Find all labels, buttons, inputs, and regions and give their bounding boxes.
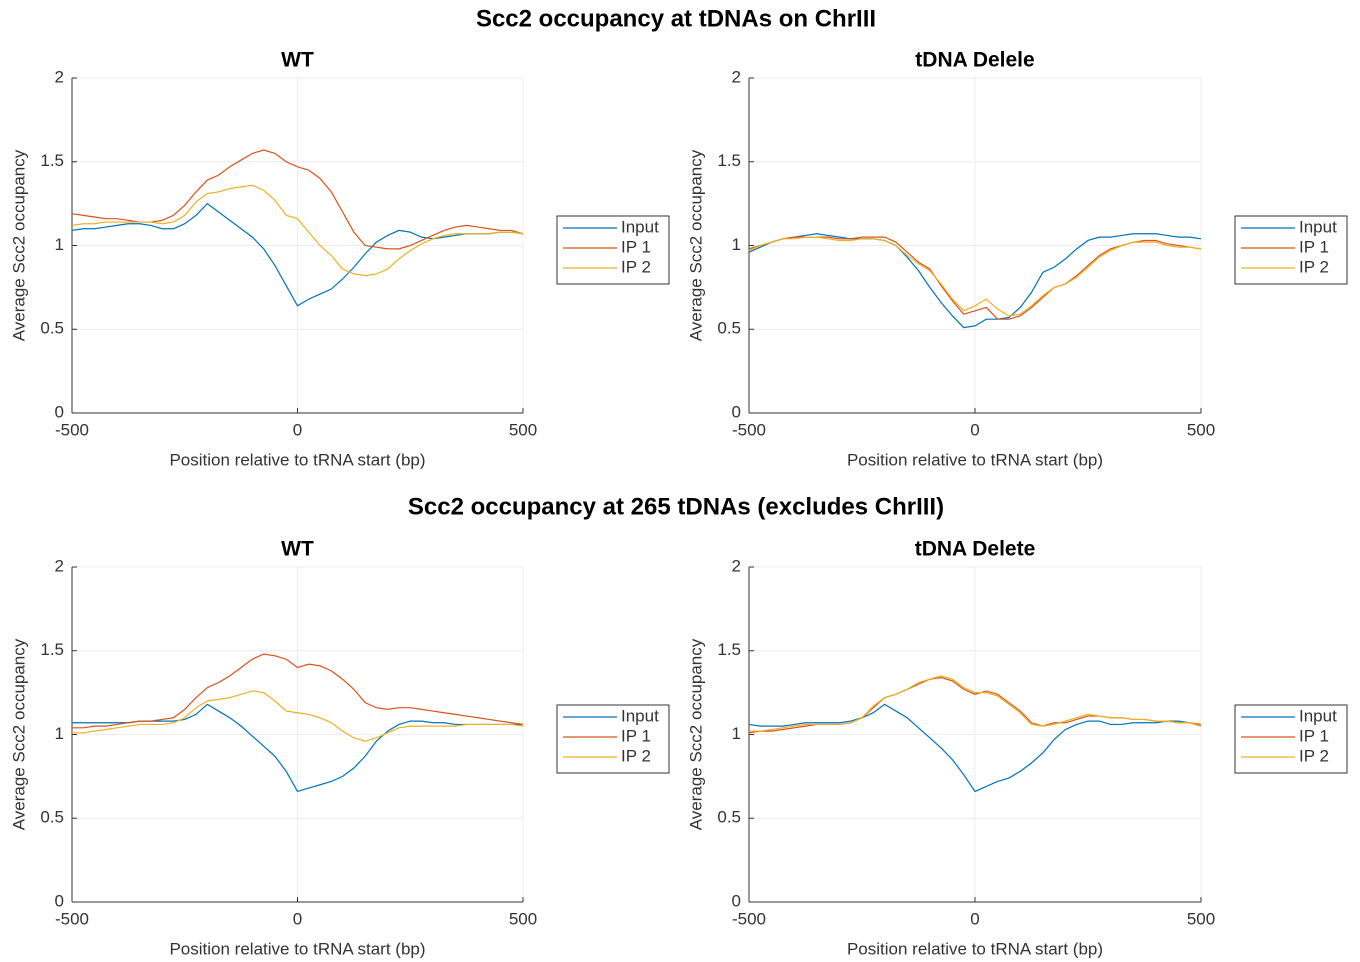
y-tick-label: 0	[55, 891, 64, 910]
x-axis-label: Position relative to tRNA start (bp)	[169, 939, 425, 958]
legend-label: IP 1	[1299, 237, 1329, 256]
x-tick-label: 0	[293, 909, 302, 928]
y-tick-label: 2	[55, 67, 64, 86]
x-tick-label: 500	[509, 909, 537, 928]
y-tick-label: 2	[732, 67, 741, 86]
x-tick-label: -500	[732, 420, 766, 439]
y-axis-label: Average Scc2 occupancy	[9, 638, 28, 830]
subplot: WT Position relative to tRNA start (bp) Av…	[9, 49, 670, 469]
y-tick-label: 0.5	[40, 319, 64, 338]
x-tick-label: 0	[293, 420, 302, 439]
section-title: Scc2 occupancy at tDNAs on ChrIII	[476, 5, 876, 32]
y-tick-label: 0.5	[717, 808, 741, 827]
y-tick-label: 1	[55, 724, 64, 743]
data-line	[749, 675, 1202, 732]
data-line	[748, 233, 1202, 329]
subplot: tDNA Delele Position relative to tRNA sta…	[686, 49, 1348, 469]
subplot: WT Position relative to tRNA start (bp) Av…	[9, 538, 670, 958]
x-tick-label: 500	[509, 420, 537, 439]
y-tick-label: 0	[732, 402, 741, 421]
y-axis-label: Average Scc2 occupancy	[686, 149, 705, 341]
x-tick-label: 500	[1187, 909, 1215, 928]
legend-label: IP 1	[621, 726, 651, 745]
legend-label: Input	[621, 706, 659, 725]
y-tick-label: 0.5	[717, 319, 741, 338]
subplot-title: WT	[281, 49, 314, 72]
x-tick-label: 500	[1187, 420, 1215, 439]
y-tick-label: 0.5	[40, 808, 64, 827]
legend-box	[1234, 215, 1348, 285]
y-tick-label: 0	[55, 402, 64, 421]
x-axis-label: Position relative to tRNA start (bp)	[847, 939, 1103, 958]
legend-label: IP 2	[1299, 746, 1329, 765]
y-tick-label: 2	[55, 556, 64, 575]
y-tick-label: 2	[732, 556, 741, 575]
legend-box	[556, 704, 670, 774]
legend-label: Input	[621, 217, 659, 236]
x-axis-label: Position relative to tRNA start (bp)	[847, 450, 1103, 469]
subplot: tDNA Delete Position relative to tRNA sta…	[686, 538, 1348, 958]
y-tick-label: 1.5	[40, 640, 64, 659]
legend-label: IP 1	[1299, 726, 1329, 745]
y-axis-label: Average Scc2 occupancy	[686, 638, 705, 830]
y-axis-label: Average Scc2 occupancy	[9, 149, 28, 341]
subplot-title: tDNA Delete	[915, 538, 1036, 561]
y-tick-label: 0	[732, 891, 741, 910]
data-line	[748, 236, 1202, 317]
x-tick-label: -500	[55, 909, 89, 928]
legend-box	[556, 215, 670, 285]
legend-box	[1234, 704, 1348, 774]
x-tick-label: -500	[55, 420, 89, 439]
legend-label: IP 2	[621, 257, 651, 276]
legend-label: IP 1	[621, 237, 651, 256]
x-tick-label: -500	[732, 909, 766, 928]
data-line	[748, 703, 1202, 793]
data-line	[71, 202, 524, 307]
y-tick-label: 1	[732, 724, 741, 743]
y-tick-label: 1	[55, 235, 64, 254]
y-tick-label: 1	[732, 235, 741, 254]
subplot-title: tDNA Delele	[915, 49, 1034, 72]
x-tick-label: 0	[970, 909, 979, 928]
legend-label: Input	[1299, 217, 1337, 236]
data-line	[72, 690, 524, 742]
legend-label: Input	[1299, 706, 1337, 725]
legend-label: IP 2	[1299, 257, 1329, 276]
data-line	[72, 653, 524, 729]
data-line	[71, 184, 524, 277]
y-tick-label: 1.5	[717, 151, 741, 170]
x-tick-label: 0	[970, 420, 979, 439]
y-tick-label: 1.5	[40, 151, 64, 170]
subplot-title: WT	[281, 538, 314, 561]
y-tick-label: 1.5	[717, 640, 741, 659]
section-title: Scc2 occupancy at 265 tDNAs (excludes Ch…	[408, 493, 944, 520]
x-axis-label: Position relative to tRNA start (bp)	[169, 450, 425, 469]
legend-label: IP 2	[621, 746, 651, 765]
